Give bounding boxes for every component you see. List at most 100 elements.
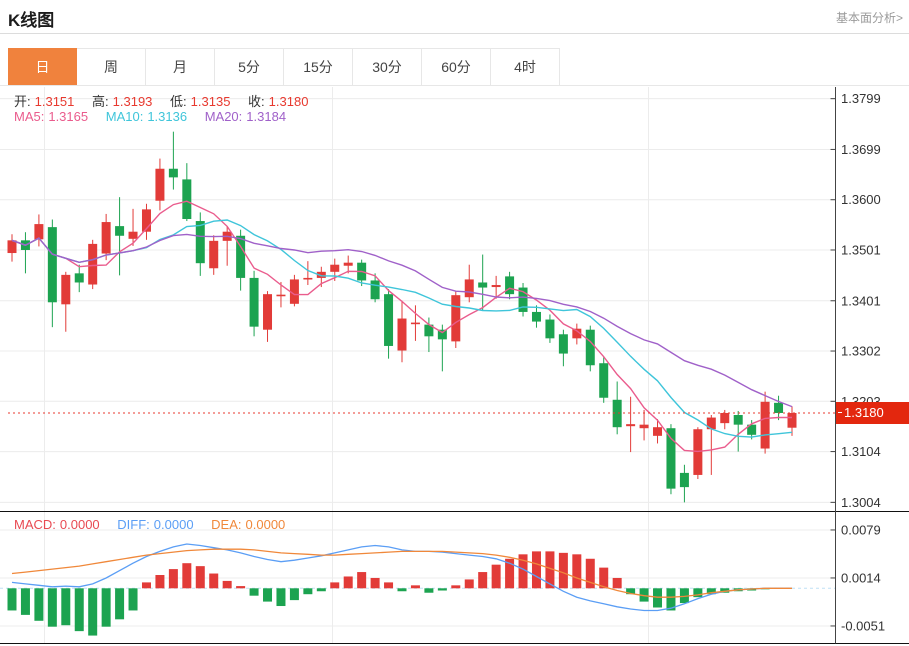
tab-month[interactable]: 月	[146, 48, 215, 86]
macd-bar	[141, 582, 151, 589]
candle-body	[370, 280, 380, 300]
macd-bar	[545, 551, 555, 589]
candle-body	[720, 412, 730, 424]
candle-body	[249, 277, 259, 327]
tab-30min[interactable]: 30分	[353, 48, 422, 86]
candle-body	[451, 295, 461, 342]
macd-histogram	[7, 551, 770, 636]
candle-body	[518, 287, 528, 312]
axis-tick-label: 0.0014	[841, 570, 881, 585]
candle-body	[653, 427, 663, 436]
tab-5min[interactable]: 5分	[215, 48, 284, 86]
candle-body	[7, 240, 17, 254]
ma-readout: MA5: 1.3165 MA10: 1.3136 MA20: 1.3184	[14, 109, 290, 124]
macd-bar	[276, 588, 286, 607]
ma20-label: MA20:	[204, 109, 243, 124]
candle-body	[639, 424, 649, 429]
close-value: 1.3180	[268, 94, 309, 109]
macd-bar	[518, 554, 528, 589]
ma10-label: MA10:	[105, 109, 144, 124]
candle-body	[209, 240, 219, 269]
axis-tick-label: 1.3302	[841, 344, 881, 359]
candle-body	[128, 231, 138, 239]
page-title: K线图	[8, 11, 55, 30]
macd-bar	[74, 588, 84, 632]
candle-body	[437, 329, 447, 340]
macd-bar	[7, 588, 17, 611]
macd-bar	[47, 588, 57, 627]
ma5-label: MA5:	[14, 109, 45, 124]
macd-bar	[155, 575, 165, 589]
macd-bar	[209, 573, 219, 589]
macd-bar	[182, 563, 192, 589]
macd-bar	[236, 586, 246, 589]
header-divider	[0, 33, 909, 34]
candle-body	[478, 282, 488, 288]
candle-body	[491, 285, 501, 288]
macd-bar	[263, 588, 273, 602]
macd-bar	[599, 567, 609, 589]
open-label: 开:	[14, 94, 31, 109]
axis-tick-label: -0.0051	[841, 618, 885, 633]
candle-body	[47, 227, 57, 303]
candle-body	[572, 328, 582, 339]
macd-bar	[289, 588, 299, 601]
macd-bar	[437, 588, 447, 591]
candle-body	[558, 334, 568, 354]
tab-day[interactable]: 日	[8, 48, 77, 86]
macd-bar	[222, 580, 232, 589]
macd-bar	[706, 588, 716, 595]
candle-body	[101, 222, 111, 254]
grid-lines	[0, 87, 835, 643]
tab-60min[interactable]: 60分	[422, 48, 491, 86]
candle-body	[774, 402, 784, 413]
candle-body	[787, 412, 797, 428]
candle-body	[343, 262, 353, 266]
axis-tick-label: 1.3501	[841, 242, 881, 257]
axis-tick-label: 1.3799	[841, 91, 881, 106]
macd-bar	[88, 588, 98, 636]
high-value: 1.3193	[112, 94, 153, 109]
ma20-value: 1.3184	[246, 109, 287, 124]
macd-bar	[357, 572, 367, 589]
macd-bar	[168, 569, 178, 589]
macd-bar	[330, 582, 340, 589]
macd-bar	[626, 588, 636, 595]
candle-body	[464, 279, 474, 298]
axis-tick-label: 1.3600	[841, 192, 881, 207]
macd-bar	[558, 552, 568, 589]
diff-value: 0.0000	[153, 517, 194, 532]
candle-body	[155, 168, 165, 201]
macd-label: MACD:	[14, 517, 56, 532]
fundamental-analysis-link[interactable]: 基本面分析>	[835, 11, 903, 25]
candle-body	[733, 415, 743, 425]
open-value: 1.3151	[34, 94, 75, 109]
macd-readout: MACD: 0.0000 DIFF: 0.0000 DEA: 0.0000	[14, 517, 289, 532]
macd-bar	[249, 588, 259, 596]
candle-body	[115, 226, 125, 236]
candle-body	[141, 209, 151, 232]
candle-body	[410, 322, 420, 325]
candle-body	[289, 279, 299, 304]
candle-body	[303, 277, 313, 280]
macd-bar	[666, 588, 676, 611]
axis-tick-label: 1.3104	[841, 444, 881, 459]
macd-bar	[384, 582, 394, 589]
macd-bar	[34, 588, 44, 621]
candle-body	[679, 472, 689, 488]
candle-body	[330, 264, 340, 272]
axis-labels: 1.37991.36991.36001.35011.34011.33021.32…	[830, 91, 885, 633]
axis-tick-label: 1.3004	[841, 495, 881, 510]
macd-bar	[478, 572, 488, 589]
low-label: 低:	[170, 94, 187, 109]
macd-value: 0.0000	[59, 517, 100, 532]
macd-bar	[612, 577, 622, 589]
macd-bar	[505, 558, 515, 589]
diff-line	[11, 543, 792, 612]
ma5-value: 1.3165	[48, 109, 89, 124]
candle-body	[599, 363, 609, 398]
candle-body	[182, 179, 192, 220]
dea-line	[11, 548, 792, 598]
